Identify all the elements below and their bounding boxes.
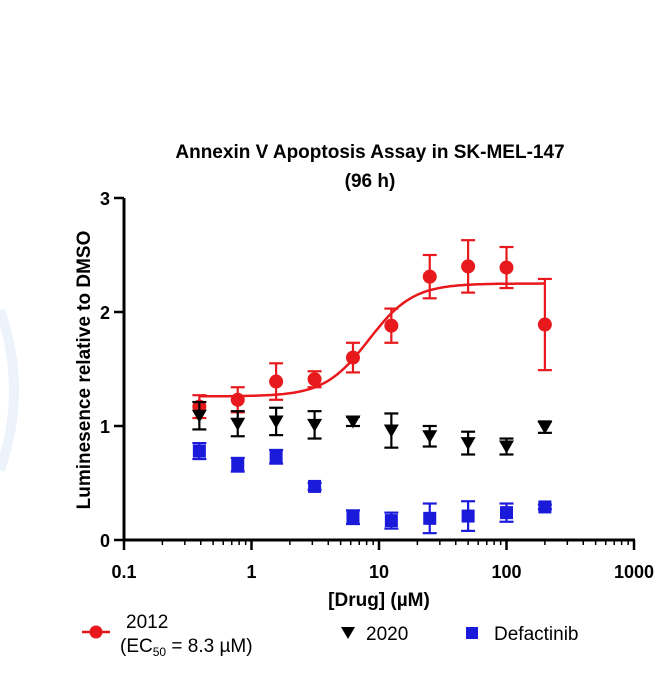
x-tick-label: 100 [491,562,521,582]
data-point [461,509,475,523]
background-arc [0,308,19,472]
data-point [422,269,437,284]
data-point [191,409,207,423]
series-2012 [192,239,552,420]
chart-title: Annexin V Apoptosis Assay in SK-MEL-147 [175,142,564,163]
legend-label-2020: 2020 [366,624,408,645]
chart-subtitle: (96 h) [345,171,396,192]
legend-sublabel-open: (EC [120,636,153,657]
legend-marker-2012 [89,625,103,639]
x-tick-label: 0.1 [111,562,136,582]
series-layer [191,239,553,535]
data-point [230,417,246,431]
axes [122,198,635,542]
y-tick-label: 0 [100,531,110,551]
x-tick-label: 1000 [614,562,654,582]
data-point [345,350,360,365]
x-tick-label: 1 [246,562,256,582]
data-point [537,317,552,332]
legend-marker-2020 [341,627,355,639]
data-point [308,479,322,493]
data-point [499,440,514,454]
y-axis-label: Luminesence relative to DMSO [74,231,95,510]
legend-marker-defactinib [466,627,478,639]
x-tick-label: 10 [369,562,389,582]
data-point [461,259,476,274]
data-point [537,421,553,435]
data-point [307,372,322,387]
x-axis-label: [Drug] (µM) [328,590,430,611]
data-point [383,424,399,438]
y-tick-label: 1 [100,417,110,437]
data-point [269,374,284,389]
data-point [538,500,552,514]
data-point [423,511,437,525]
legend-entry-2020: 2020 [341,624,408,645]
y-tick-label: 2 [100,303,110,323]
legend-sublabel-subscript: 50 [153,645,167,659]
legend-label-2012: 2012 [126,612,168,633]
data-point [307,418,323,432]
legend-sublabel-2012: (EC50 = 8.3 µM) [120,636,253,659]
data-point [345,415,361,429]
data-point [269,450,283,464]
data-point [460,437,476,451]
data-point [346,510,360,524]
data-point [192,444,206,458]
data-point [230,392,245,407]
data-point [268,415,284,429]
data-point [500,506,513,520]
data-point [384,514,398,528]
data-point [384,318,399,333]
series-2020 [191,400,553,456]
y-tick-label: 3 [100,189,110,209]
data-point [499,260,514,275]
legend-entry-2012: 2012 (EC50 = 8.3 µM) [82,612,253,659]
legend-sublabel-close: = 8.3 µM) [166,636,252,657]
data-point [231,458,245,472]
tick-group: 0.1 1 10 100 1000 0 1 2 3 [100,189,654,582]
series-defactinib [192,442,552,535]
legend-label-defactinib: Defactinib [494,624,579,645]
fit-curve-2012 [199,282,545,398]
fit-curve-layer [199,282,545,398]
legend: 2012 (EC50 = 8.3 µM) 2020 Defactinib [82,612,579,659]
data-point [422,430,438,444]
legend-entry-defactinib: Defactinib [466,624,579,645]
